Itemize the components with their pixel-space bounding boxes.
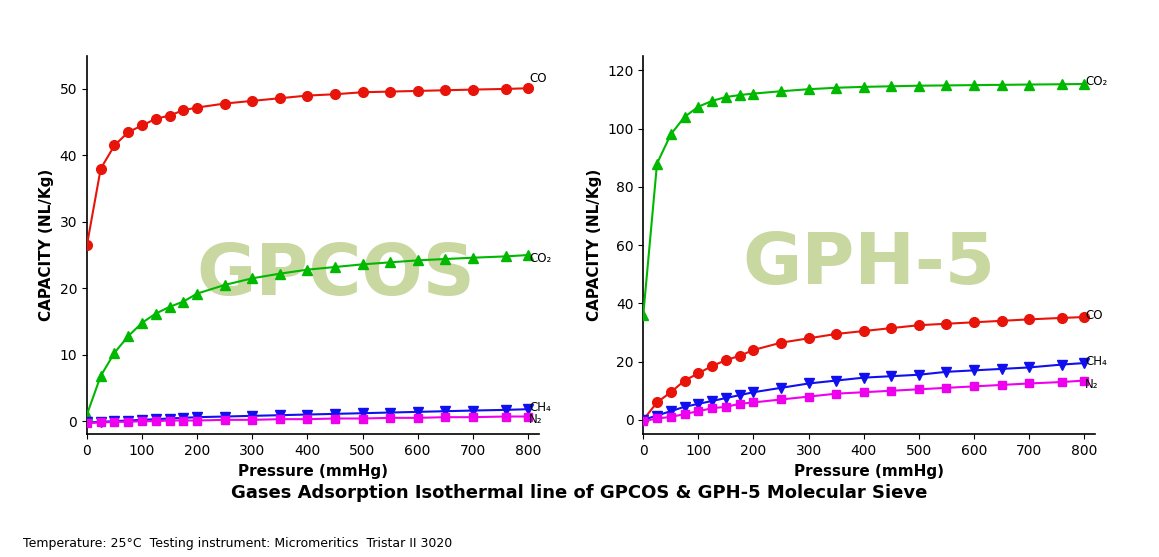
Text: CO: CO [1085, 309, 1103, 322]
Y-axis label: CAPACITY (NL/Kg): CAPACITY (NL/Kg) [39, 169, 54, 321]
Text: CH₄: CH₄ [529, 400, 551, 414]
Text: CO₂: CO₂ [529, 252, 552, 265]
X-axis label: Pressure (mmHg): Pressure (mmHg) [238, 464, 388, 478]
Text: N₂: N₂ [529, 413, 542, 426]
Text: GPH-5: GPH-5 [743, 229, 996, 299]
Text: CO: CO [529, 72, 547, 85]
Text: N₂: N₂ [1085, 378, 1099, 392]
Text: GPCOS: GPCOS [196, 241, 475, 310]
Text: CO₂: CO₂ [1085, 75, 1108, 87]
Y-axis label: CAPACITY (NL/Kg): CAPACITY (NL/Kg) [586, 169, 602, 321]
Text: Temperature: 25°C  Testing instrument: Micromeritics  Tristar II 3020: Temperature: 25°C Testing instrument: Mi… [23, 536, 452, 550]
Text: CH₄: CH₄ [1085, 355, 1107, 368]
X-axis label: Pressure (mmHg): Pressure (mmHg) [794, 464, 945, 478]
Text: Gases Adsorption Isothermal line of GPCOS & GPH-5 Molecular Sieve: Gases Adsorption Isothermal line of GPCO… [232, 484, 927, 502]
